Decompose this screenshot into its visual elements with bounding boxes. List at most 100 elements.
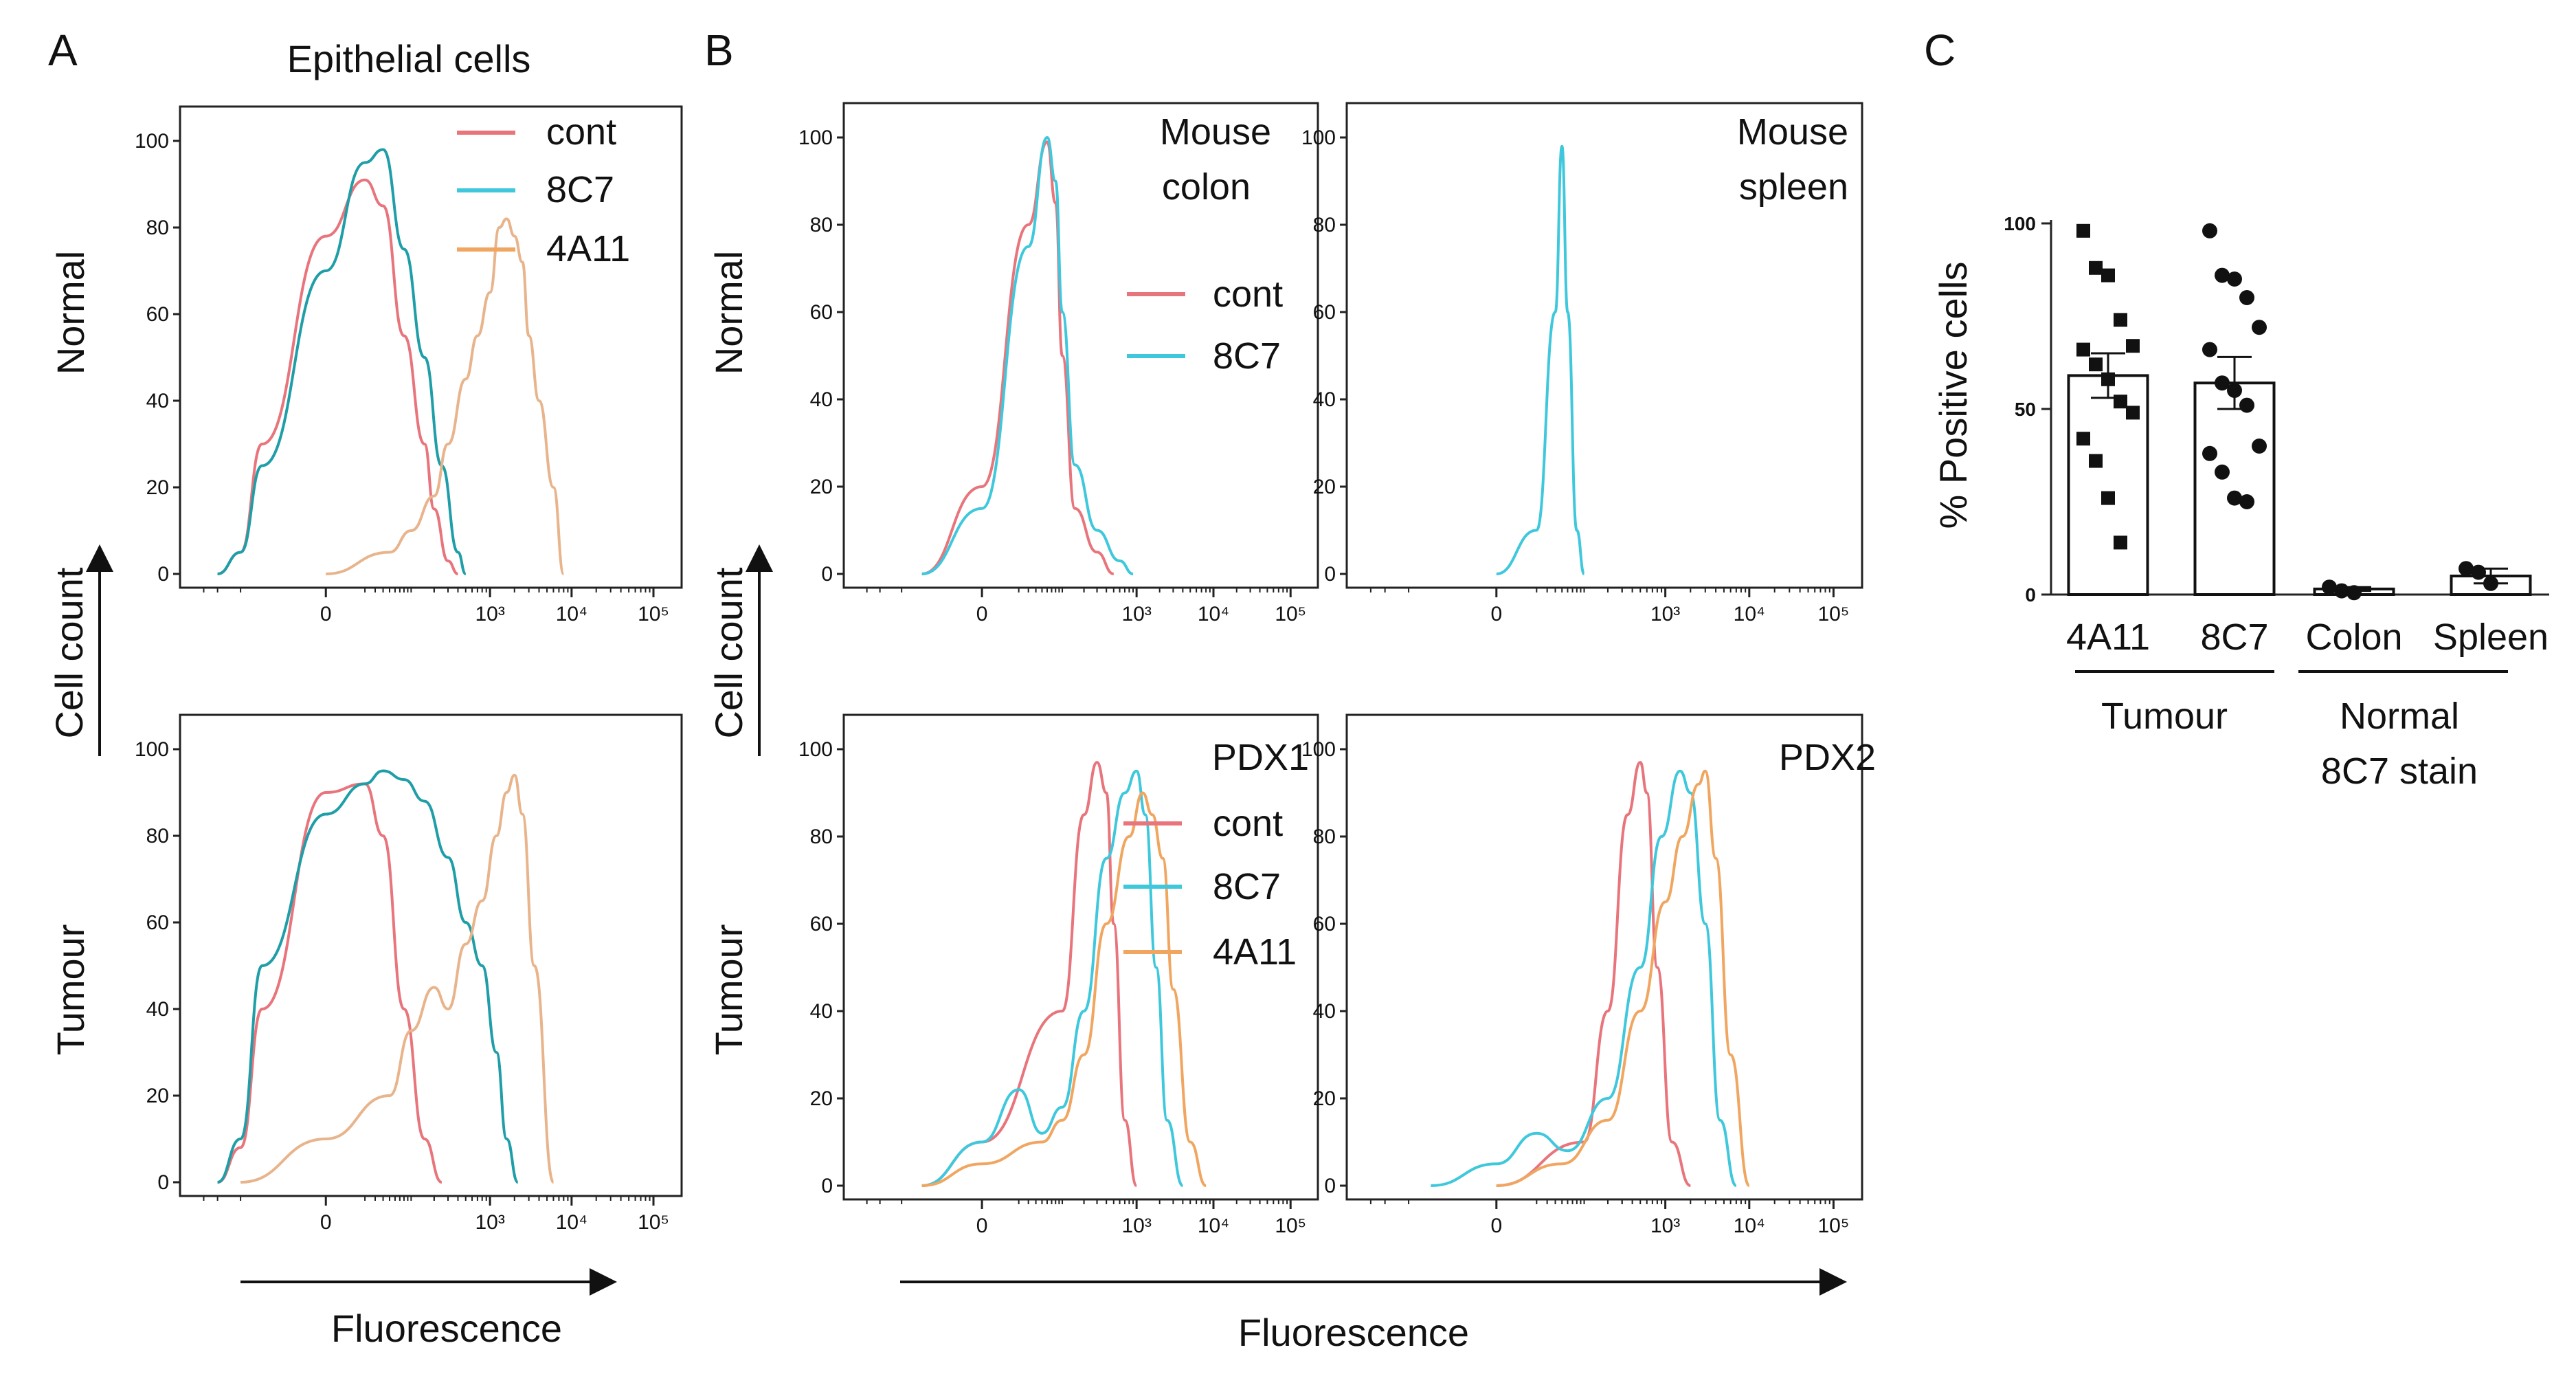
series-curve-cont — [921, 761, 1139, 1187]
panel-c-letter: C — [1924, 25, 1956, 75]
legend-a-4a11-label: 4A11 — [546, 228, 630, 269]
y-tick-label: 20 — [1313, 476, 1336, 498]
y-tick-label: 100 — [798, 126, 833, 149]
c-bar-8c7 — [2193, 381, 2276, 596]
c-point-square — [2101, 491, 2115, 505]
legend-b2-cont-label: cont — [1213, 803, 1283, 844]
x-tick-label: 0 — [1490, 603, 1502, 625]
c-ylabel: % Positive cells — [1931, 261, 1975, 529]
y-tick-label: 80 — [810, 825, 833, 848]
y-tick-label: 100 — [1301, 738, 1336, 761]
x-tick-label: 0 — [976, 1215, 988, 1237]
y-tick-label: 0 — [157, 563, 169, 586]
series-curve-8c7 — [921, 769, 1185, 1187]
c-point-square — [2126, 406, 2140, 420]
y-tick-label: 40 — [810, 1000, 833, 1023]
histogram-a-tumour: 100 80 60 40 20 0 0 10³ 10⁴ 10⁵ — [135, 713, 683, 1234]
panel-b-letter: B — [704, 25, 734, 75]
histogram-b-normal-mouse-spleen: 100 80 60 40 20 0 0 10³ 10⁴ 10⁵ — [1301, 102, 1863, 625]
c-cat-spleen: Spleen — [2433, 617, 2549, 658]
c-cat-8c7: 8C7 — [2200, 617, 2268, 658]
c-cat-colon: Colon — [2305, 617, 2402, 658]
c-point-square — [2101, 268, 2115, 282]
cell-count-label-b: Cell count — [707, 567, 750, 738]
y-tick-label: 0 — [1324, 1175, 1336, 1197]
x-tick-label: 10³ — [1121, 1215, 1151, 1237]
histogram-frame — [179, 713, 683, 1197]
y-tick-label: 100 — [135, 738, 169, 761]
panel-a-title: Epithelial cells — [287, 37, 531, 80]
y-tick-label: 40 — [1313, 388, 1336, 411]
c-point-circle — [2215, 267, 2230, 283]
y-tick-label: 0 — [157, 1171, 169, 1194]
b-bottom-right-label: PDX2 — [1779, 737, 1876, 778]
legend-a-8c7-label: 8C7 — [546, 169, 614, 210]
row-label-tumour-a: Tumour — [49, 924, 92, 1056]
c-point-square — [2114, 535, 2127, 550]
c-group-normal-2: 8C7 stain — [2321, 751, 2478, 792]
x-tick-label: 0 — [320, 1211, 332, 1234]
histogram-frame — [1345, 713, 1863, 1201]
c-point-circle — [2215, 375, 2230, 391]
series-curve-8c7 — [921, 135, 1134, 575]
y-tick-label: 60 — [810, 301, 833, 324]
x-tick-label: 10³ — [1121, 603, 1151, 625]
x-tick-label: 10⁴ — [1734, 1215, 1765, 1237]
c-y-tick-label: 100 — [2004, 213, 2036, 234]
legend-b2-4a11-label: 4A11 — [1213, 931, 1297, 973]
y-tick-label: 0 — [821, 1175, 833, 1197]
b-top-left-label-2: colon — [1162, 166, 1251, 208]
c-y-tick-label: 50 — [2015, 399, 2036, 420]
x-tick-label: 10⁴ — [1198, 603, 1229, 625]
c-point-circle — [2239, 397, 2254, 413]
c-point-square — [2114, 313, 2127, 327]
y-tick-label: 80 — [810, 214, 833, 236]
legend-b-normal: cont 8C7 — [1127, 274, 1283, 377]
y-tick-label: 40 — [146, 998, 169, 1021]
legend-b-tumour: cont 8C7 4A11 — [1123, 803, 1297, 973]
histogram-frame — [842, 713, 1319, 1201]
y-tick-label: 60 — [1313, 913, 1336, 935]
panel-a-letter: A — [48, 25, 78, 75]
c-point-circle — [2459, 561, 2474, 577]
y-tick-label: 40 — [810, 388, 833, 411]
y-tick-label: 20 — [810, 476, 833, 498]
c-y-tick-label: 0 — [2025, 584, 2036, 606]
c-point-circle — [2252, 439, 2267, 454]
histogram-a-normal: 100 80 60 40 20 0 0 10³ 10⁴ 10⁵ — [135, 105, 683, 625]
series-curve-cont — [1496, 761, 1692, 1187]
legend-b-8c7-label: 8C7 — [1213, 335, 1281, 377]
c-group-tumour: Tumour — [2101, 696, 2228, 737]
c-plot-area: 100 50 0 — [2004, 213, 2549, 606]
fluorescence-label-b: Fluorescence — [1238, 1311, 1469, 1354]
row-label-normal-b: Normal — [707, 251, 750, 375]
legend-a-cont-label: cont — [546, 111, 616, 153]
c-cat-4a11: 4A11 — [2066, 617, 2150, 658]
series-curve-cont — [217, 178, 459, 575]
histogram-b-tumour-pdx1: 100 80 60 40 20 0 0 10³ 10⁴ 10⁵ — [798, 713, 1319, 1237]
y-tick-label: 80 — [1313, 214, 1336, 236]
b-top-left-label-1: Mouse — [1160, 111, 1271, 153]
y-tick-label: 40 — [146, 390, 169, 412]
y-tick-label: 20 — [810, 1087, 833, 1110]
c-point-square — [2076, 432, 2090, 446]
y-tick-label: 20 — [1313, 1087, 1336, 1110]
c-point-square — [2089, 454, 2103, 468]
y-tick-label: 20 — [146, 476, 169, 499]
y-tick-label: 60 — [810, 913, 833, 935]
y-tick-label: 100 — [798, 738, 833, 761]
y-tick-label: 60 — [1313, 301, 1336, 324]
y-tick-label: 60 — [146, 303, 169, 326]
c-point-circle — [2322, 579, 2337, 595]
x-tick-label: 10⁴ — [556, 1211, 587, 1234]
x-tick-label: 10³ — [475, 603, 504, 625]
y-tick-label: 80 — [146, 825, 169, 847]
x-tick-label: 10⁴ — [1198, 1215, 1229, 1237]
cell-count-label-a: Cell count — [47, 567, 91, 738]
c-point-square — [2076, 223, 2090, 238]
c-point-circle — [2483, 575, 2498, 591]
series-curve-8c7 — [217, 148, 467, 575]
y-tick-label: 0 — [1324, 563, 1336, 586]
b-top-right-label-2: spleen — [1739, 166, 1848, 208]
